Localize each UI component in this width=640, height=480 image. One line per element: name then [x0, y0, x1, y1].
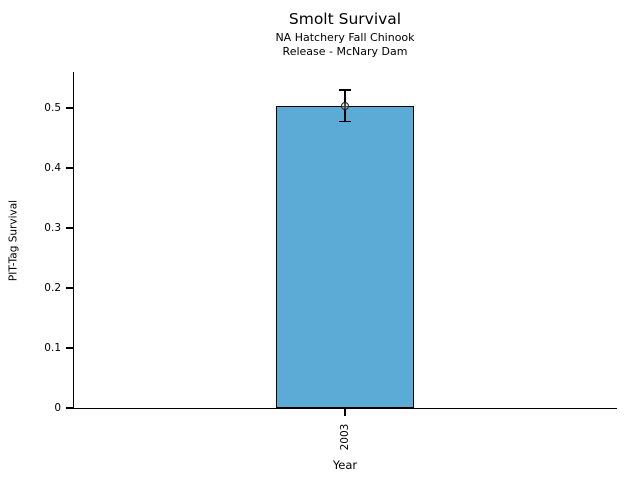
- point-estimate-marker: [341, 102, 349, 111]
- x-axis-label: Year: [332, 458, 358, 472]
- x-axis-line: [66, 407, 617, 410]
- y-tick-label: 0.2: [44, 282, 61, 294]
- y-tick-label: 0.5: [44, 102, 61, 114]
- y-tick-mark: [66, 407, 73, 409]
- y-tick-mark: [66, 167, 73, 169]
- chart-subtitle-line1: NA Hatchery Fall Chinook: [275, 31, 415, 44]
- chart-title: Smolt Survival: [288, 10, 402, 28]
- y-tick-label: 0.3: [44, 222, 61, 234]
- y-axis-label: PIT-Tag Survival: [7, 199, 20, 282]
- y-tick-mark: [66, 227, 73, 229]
- chart-subtitle-line2: Release - McNary Dam: [282, 45, 408, 58]
- x-tick-mark: [344, 409, 346, 416]
- bar-2003: [276, 106, 414, 408]
- y-tick-label: 0.1: [44, 342, 61, 354]
- y-tick-label: 0: [54, 402, 61, 414]
- y-tick-mark: [66, 107, 73, 109]
- error-bar-cap-bottom: [339, 121, 351, 123]
- y-tick-mark: [66, 347, 73, 349]
- y-tick-mark: [66, 287, 73, 289]
- y-tick-label: 0.4: [44, 162, 61, 174]
- error-bar-cap-top: [339, 89, 351, 91]
- y-axis-line: [72, 72, 74, 409]
- x-tick-label-2003: 2003: [339, 423, 351, 451]
